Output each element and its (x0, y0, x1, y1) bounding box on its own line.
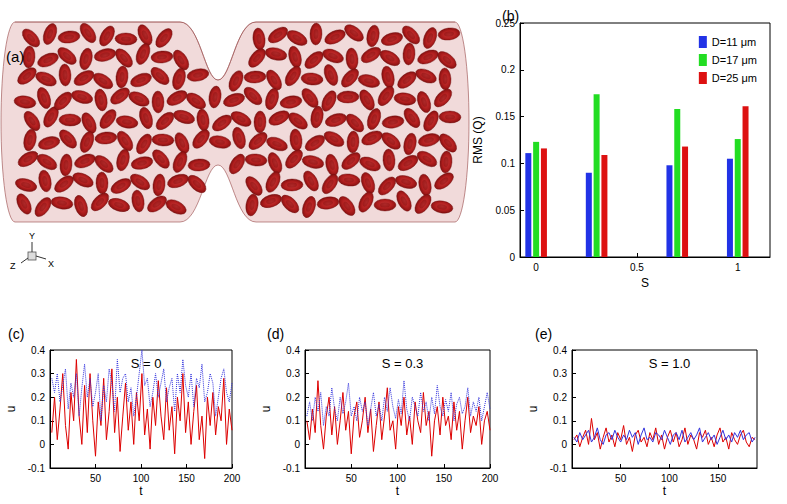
svg-text:0.3: 0.3 (31, 368, 45, 379)
svg-text:-0.1: -0.1 (283, 463, 301, 474)
svg-text:0.2: 0.2 (31, 392, 45, 403)
svg-text:S = 1.0: S = 1.0 (649, 356, 691, 371)
svg-text:0.4: 0.4 (286, 345, 300, 356)
svg-text:0: 0 (39, 439, 45, 450)
svg-text:D=17 μm: D=17 μm (712, 54, 757, 66)
svg-text:50: 50 (346, 473, 358, 484)
svg-text:200: 200 (224, 473, 241, 484)
svg-text:150: 150 (178, 473, 195, 484)
svg-text:0.5: 0.5 (630, 262, 644, 273)
svg-text:100: 100 (133, 473, 150, 484)
svg-text:0: 0 (509, 252, 515, 263)
svg-text:0.1: 0.1 (501, 158, 515, 169)
svg-text:Z: Z (10, 261, 16, 271)
svg-text:0: 0 (294, 439, 300, 450)
svg-text:0.2: 0.2 (501, 64, 515, 75)
svg-text:100: 100 (661, 473, 678, 484)
svg-text:(b): (b) (502, 8, 519, 24)
svg-text:0.15: 0.15 (496, 111, 516, 122)
svg-text:0.2: 0.2 (553, 392, 567, 403)
svg-text:0.2: 0.2 (286, 392, 300, 403)
svg-text:50: 50 (90, 473, 102, 484)
svg-text:X: X (48, 259, 54, 269)
svg-text:0.1: 0.1 (286, 415, 300, 426)
svg-text:Y: Y (29, 231, 35, 241)
svg-text:S = 0.3: S = 0.3 (382, 356, 424, 371)
svg-text:0.4: 0.4 (31, 345, 45, 356)
svg-text:0.4: 0.4 (553, 345, 567, 356)
svg-text:0.3: 0.3 (553, 368, 567, 379)
svg-text:200: 200 (482, 473, 499, 484)
svg-text:150: 150 (435, 473, 452, 484)
svg-text:S: S (641, 276, 649, 290)
svg-text:0: 0 (561, 439, 567, 450)
svg-text:S = 0: S = 0 (131, 356, 162, 371)
svg-text:(a): (a) (6, 48, 24, 65)
svg-text:150: 150 (710, 473, 727, 484)
svg-text:D=11 μm: D=11 μm (712, 36, 756, 48)
svg-text:0.1: 0.1 (553, 415, 567, 426)
svg-text:RMS (Q): RMS (Q) (471, 116, 485, 163)
svg-text:50: 50 (615, 473, 627, 484)
svg-text:-0.1: -0.1 (28, 463, 46, 474)
svg-text:-0.1: -0.1 (550, 463, 568, 474)
svg-text:(e): (e) (535, 326, 552, 342)
svg-text:100: 100 (389, 473, 406, 484)
svg-text:(d): (d) (267, 326, 284, 342)
svg-text:t: t (139, 484, 143, 498)
svg-text:0: 0 (533, 262, 539, 273)
svg-text:0.1: 0.1 (31, 415, 45, 426)
svg-text:u: u (259, 406, 273, 413)
svg-text:u: u (4, 406, 18, 413)
svg-text:1: 1 (735, 262, 741, 273)
svg-text:t: t (396, 484, 400, 498)
svg-text:D=25 μm: D=25 μm (712, 72, 757, 84)
svg-text:0.3: 0.3 (286, 368, 300, 379)
svg-text:t: t (663, 484, 667, 498)
svg-text:(c): (c) (8, 326, 24, 342)
svg-text:u: u (526, 406, 540, 413)
svg-text:0.05: 0.05 (496, 205, 516, 216)
